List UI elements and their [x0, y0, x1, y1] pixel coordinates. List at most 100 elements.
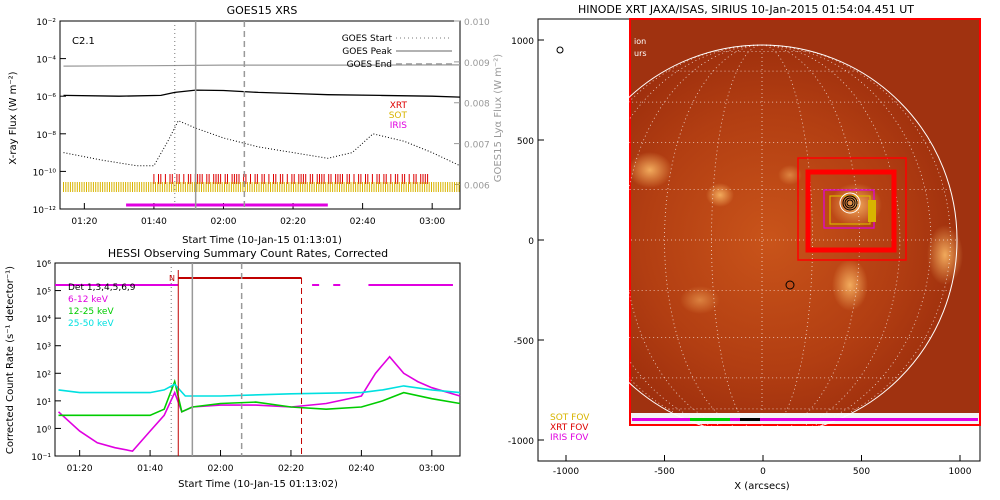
- map-corner-text-2: urs: [634, 49, 647, 58]
- goes-y2-tick-label: 0.009: [464, 59, 490, 69]
- legend-iris-label: IRIS: [390, 121, 408, 131]
- goes-y-tick-label: 10⁻¹⁰: [33, 168, 57, 178]
- hessi-plot-area: [55, 263, 461, 456]
- hessi-y-tick-label: 10¹: [36, 398, 51, 408]
- solar-map-panel: HINODE XRT JAXA/ISAS, SIRIUS 10-Jan-2015…: [508, 3, 981, 492]
- grid-longitude-line: [664, 44, 763, 436]
- goes-x-tick-label: 02:20: [280, 217, 306, 227]
- sot-slit-marker: [868, 200, 876, 222]
- map-x-tick-label: 0: [760, 467, 766, 477]
- hessi-series-12-25-keV: [58, 378, 461, 417]
- black-timeline-bar: [740, 418, 760, 421]
- xrt-fov-inner: [805, 169, 897, 253]
- goes-panel: GOES15 XRS C2.1 10⁻²10⁻⁴10⁻⁶10⁻⁸10⁻¹⁰10⁻…: [8, 4, 504, 246]
- goes-title: GOES15 XRS: [227, 4, 298, 17]
- map-y-axis: 1000 500 0 -500 -1000: [508, 37, 544, 447]
- goes-y2-tick-label: 0.007: [464, 141, 490, 151]
- map-title: HINODE XRT JAXA/ISAS, SIRIUS 10-Jan-2015…: [578, 3, 914, 16]
- goes-y-tick-label: 10⁻⁶: [36, 93, 56, 103]
- legend-goes-peak-label: GOES Peak: [342, 47, 392, 57]
- rhessi-contour-4: [839, 192, 861, 214]
- legend-6-12-label: 6-12 keV: [68, 295, 109, 305]
- map-origin-marker: [556, 46, 564, 54]
- goes-class-label: C2.1: [72, 36, 95, 47]
- legend-det-label: Det 1,3,4,5,6,9: [68, 283, 136, 293]
- goes-y2-tick-label: 0.010: [464, 18, 490, 28]
- hessi-y-tick-label: 10⁵: [36, 288, 51, 298]
- map-x-tick-label: 1000: [949, 467, 972, 477]
- legend-25-50-label: 25-50 keV: [68, 319, 114, 329]
- map-x-tick-label: -500: [654, 467, 675, 477]
- goes-y-axis: 10⁻² 10⁻⁴ 10⁻⁶ 10⁻⁸ 10⁻¹⁰ 10⁻¹²: [33, 18, 66, 216]
- hessi-night-flag-label: N: [169, 274, 175, 283]
- xrt-image-border: [629, 18, 981, 426]
- hessi-y-tick-label: 10⁻¹: [31, 453, 51, 463]
- hessi-x-tick-label: 02:40: [348, 464, 374, 474]
- rhessi-contour-2: [844, 197, 856, 209]
- legend-xrt-fov: XRT FOV: [550, 423, 589, 433]
- fov-overlays: [556, 46, 978, 421]
- rhessi-contour-3: [842, 195, 858, 211]
- goes-y-tick-label: 10⁻⁴: [36, 56, 56, 66]
- map-x-axis-label: X (arcsecs): [734, 481, 790, 492]
- hessi-y-tick-label: 10⁶: [36, 260, 51, 270]
- legend-goes-end-label: GOES End: [347, 60, 392, 70]
- legend-sot-label: SOT: [389, 111, 408, 121]
- goes-y2-axis-label: GOES15 Lyα Flux (W m⁻²): [493, 54, 504, 182]
- goes-x-tick-label: 01:40: [141, 217, 167, 227]
- hessi-panel: HESSI Observing Summary Count Rates, Cor…: [5, 247, 461, 490]
- hessi-x-tick-label: 02:00: [208, 464, 234, 474]
- hessi-series-25-50-keV: [58, 383, 461, 397]
- map-y-tick-label: 1000: [511, 37, 534, 47]
- goes-series-solid-black: [63, 89, 461, 98]
- hessi-y-tick-label: 10⁴: [36, 315, 51, 325]
- goes-x-tick-label: 03:00: [419, 217, 445, 227]
- map-y-tick-label: -1000: [508, 437, 534, 447]
- legend-goes-start-label: GOES Start: [342, 34, 393, 44]
- goes-y2-axis: 0.010 0.009 0.008 0.007 0.006: [454, 18, 490, 191]
- goes-x-axis: 01:20 01:40 02:00 02:20 02:40 03:00: [71, 203, 445, 227]
- hessi-plot-frame: [54, 262, 461, 457]
- goes-y-tick-label: 10⁻¹²: [33, 206, 57, 216]
- hessi-y-tick-label: 10³: [36, 343, 51, 353]
- legend-12-25-label: 12-25 keV: [68, 307, 114, 317]
- goes-x-tick-label: 01:20: [71, 217, 97, 227]
- goes-y-tick-label: 10⁻⁸: [36, 131, 56, 141]
- goes-y2-tick-label: 0.008: [464, 100, 490, 110]
- legend-sot-fov: SOT FOV: [550, 413, 590, 423]
- hessi-legend: Det 1,3,4,5,6,9 6-12 keV 12-25 keV 25-50…: [68, 283, 136, 329]
- map-x-tick-label: 500: [853, 467, 870, 477]
- hessi-x-axis-label: Start Time (10-Jan-15 01:13:02): [178, 479, 338, 490]
- hessi-x-tick-label: 01:40: [137, 464, 163, 474]
- xrt-image: [630, 19, 980, 425]
- goes-plot-frame: [59, 20, 461, 210]
- goes-x-tick-label: 02:00: [211, 217, 237, 227]
- solar-limb: [566, 44, 958, 436]
- goes-plot-area: [63, 21, 461, 209]
- goes-y-axis-label: X-ray Flux (W m⁻²): [8, 71, 19, 164]
- goes-series-dotted-black: [63, 120, 461, 167]
- goes-legend: GOES Start GOES Peak GOES End XRT SOT IR…: [342, 34, 452, 131]
- legend-iris-fov: IRIS FOV: [550, 433, 589, 443]
- map-corner-text-1: ion: [634, 37, 646, 46]
- hessi-y-axis: 10⁶ 10⁵ 10⁴ 10³ 10² 10¹ 10⁰ 10⁻¹: [31, 260, 61, 463]
- hessi-title: HESSI Observing Summary Count Rates, Cor…: [108, 247, 388, 260]
- hessi-x-axis: 01:20 01:40 02:00 02:20 02:40 03:00: [67, 450, 445, 474]
- grid-longitude-line: [761, 44, 860, 436]
- hessi-series-6-12-keV: [57, 355, 461, 452]
- hessi-x-tick-label: 03:00: [419, 464, 445, 474]
- rhessi-contour-1: [846, 199, 854, 207]
- sunspot-marker: [785, 280, 795, 290]
- hessi-y-axis-label: Corrected Count Rate (s⁻¹ detector⁻¹): [5, 266, 16, 454]
- goes-x-tick-label: 02:40: [350, 217, 376, 227]
- iris-timeline-bar: [632, 418, 978, 421]
- hessi-y-tick-label: 10⁰: [36, 425, 51, 435]
- hessi-x-tick-label: 02:20: [278, 464, 304, 474]
- legend-xrt-label: XRT: [390, 101, 408, 111]
- goes-series-solid-grey: [63, 64, 461, 67]
- map-x-axis: -1000 -500 0 500 1000: [553, 455, 972, 477]
- xrt-fov-outer: [797, 157, 907, 261]
- hessi-y-tick-label: 10²: [36, 370, 51, 380]
- green-timeline-bar: [690, 418, 730, 421]
